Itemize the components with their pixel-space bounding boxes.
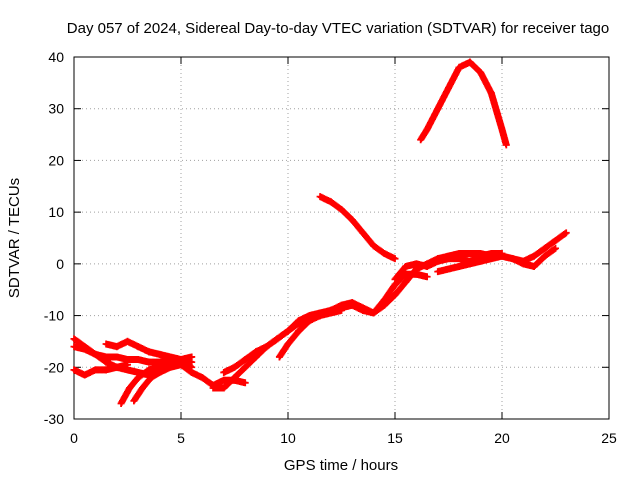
chart-title: Day 057 of 2024, Sidereal Day-to-day VTE… [67,20,609,37]
x-tick-label: 20 [494,430,510,446]
y-tick-label: -10 [44,308,64,324]
y-tick-label: -30 [44,411,64,427]
y-tick-label: 10 [48,204,64,220]
data-point [124,361,131,369]
plot-area-frame [73,56,610,420]
data-points [70,58,570,407]
data-series [70,361,131,379]
data-point [241,379,249,387]
grid [74,57,609,419]
data-point [502,141,510,149]
data-point [552,244,559,252]
y-tick-label: 30 [48,101,64,117]
y-tick-label: 20 [48,152,64,168]
data-series [102,337,196,366]
x-tick-label: 5 [177,430,185,446]
x-tick-label: 10 [280,430,296,446]
x-tick-label: 15 [387,430,403,446]
data-point [188,353,196,361]
x-tick-label: 25 [601,430,617,446]
data-series [275,270,431,361]
data-point [391,255,399,263]
data-series [391,250,506,283]
axis-ticks: 0 5 10 15 20 25 -30 -20 -10 0 10 20 30 40 [44,49,617,446]
data-series [70,343,196,371]
data-series [417,58,510,149]
x-tick-label: 0 [70,430,78,446]
data-series [130,353,196,405]
data-series [434,244,559,276]
data-series [316,193,399,263]
y-tick-label: 0 [56,256,64,272]
data-point [562,229,570,237]
data-series [220,306,345,376]
y-axis-label: SDTVAR / TECUs [6,178,23,298]
data-point [423,273,431,281]
y-tick-label: 40 [48,49,64,65]
y-tick-label: -20 [44,359,64,375]
x-axis-label: GPS time / hours [284,457,398,474]
